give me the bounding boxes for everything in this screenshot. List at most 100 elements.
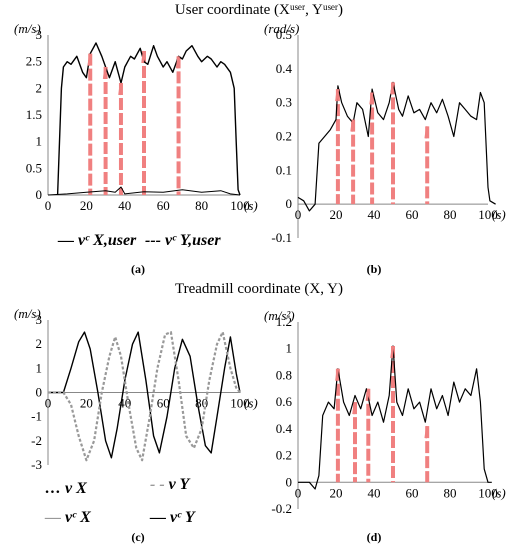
highlight-peak-a-2 xyxy=(118,82,123,96)
caption-c: (c) xyxy=(131,530,145,544)
series-line-c-1 xyxy=(48,331,241,462)
x-tick-label-a-0: 0 xyxy=(45,198,52,213)
y-tick-label-b-6: 0.5 xyxy=(276,27,292,42)
y-tick-label-a-0: 0 xyxy=(36,187,43,202)
y-tick-label-b-0: -0.1 xyxy=(271,230,292,245)
x-tick-label-c-3: 60 xyxy=(157,396,170,411)
legend-c-label-2: v Y xyxy=(168,476,190,493)
y-tick-label-a-1: 0.5 xyxy=(26,160,42,175)
x-tick-label-c-5: 100 xyxy=(230,396,250,411)
y-tick-label-c-5: 2 xyxy=(36,336,43,351)
figure-title-treadmill-coordinate: Treadmill coordinate (X, Y) xyxy=(174,281,344,297)
figure-title-user-coordinate: User coordinate (Xᵘˢᵉʳ, Yᵘˢᵉʳ) xyxy=(174,2,344,18)
legend-a-item-1: — vᶜ X,user xyxy=(58,232,136,250)
x-tick-label-d-1: 20 xyxy=(330,485,343,500)
highlight-peak-a-3 xyxy=(141,50,146,64)
legend-a-label-1: vᶜ X,user xyxy=(78,232,137,249)
highlight-peak-d-4 xyxy=(424,426,429,439)
y-unit-label-d: (m/s²) xyxy=(264,308,295,323)
x-tick-label-b-0: 0 xyxy=(295,207,302,222)
legend-a-marker-1: — xyxy=(58,232,74,249)
highlight-peak-d-3 xyxy=(390,345,395,359)
y-tick-label-b-5: 0.4 xyxy=(276,61,293,76)
y-tick-label-b-2: 0.1 xyxy=(276,162,292,177)
y-tick-label-c-3: 0 xyxy=(36,385,43,400)
x-unit-label-a: (s) xyxy=(244,198,258,213)
y-tick-label-d-1: 0 xyxy=(286,474,293,489)
y-tick-label-a-3: 1.5 xyxy=(26,107,42,122)
legend-c-item-2: - - v Y xyxy=(150,476,189,494)
x-unit-label-b: (s) xyxy=(492,207,506,222)
y-tick-label-d-3: 0.4 xyxy=(276,421,293,436)
x-tick-label-a-4: 80 xyxy=(195,198,208,213)
y-tick-label-c-4: 1 xyxy=(36,360,43,375)
y-tick-label-d-2: 0.2 xyxy=(276,448,292,463)
x-tick-label-a-3: 60 xyxy=(157,198,170,213)
x-tick-label-a-5: 100 xyxy=(230,198,250,213)
legend-c-marker-3: — xyxy=(45,509,61,526)
y-tick-label-b-4: 0.3 xyxy=(276,95,292,110)
x-tick-label-c-1: 20 xyxy=(80,396,93,411)
legend-c-item-4: — vᶜ Y xyxy=(150,509,195,527)
y-tick-label-c-1: -2 xyxy=(31,433,42,448)
y-tick-label-c-0: -3 xyxy=(31,457,42,472)
series-line-a-0 xyxy=(56,42,241,196)
y-tick-label-d-4: 0.6 xyxy=(276,394,293,409)
highlight-peak-a-4 xyxy=(175,56,180,69)
x-tick-label-b-5: 100 xyxy=(478,207,498,222)
highlight-peak-b-4 xyxy=(424,126,429,139)
series-line-d-0 xyxy=(298,345,492,490)
highlight-peak-a-0 xyxy=(87,53,92,66)
highlight-peak-b-3 xyxy=(390,82,395,95)
x-tick-label-d-2: 40 xyxy=(368,485,381,500)
y-tick-label-d-0: -0.2 xyxy=(271,501,292,516)
legend-c-label-4: vᶜ Y xyxy=(170,509,195,526)
x-tick-label-d-0: 0 xyxy=(295,485,302,500)
x-tick-label-b-2: 40 xyxy=(368,207,381,222)
y-tick-label-b-1: 0 xyxy=(286,196,293,211)
series-line-b-0 xyxy=(297,81,496,212)
caption-b: (b) xyxy=(366,262,382,276)
highlight-peak-d-2 xyxy=(365,388,370,401)
y-unit-label-a: (m/s) xyxy=(14,21,41,36)
y-tick-label-a-6: 3 xyxy=(36,27,43,42)
legend-a-label-2: vᶜ Y,user xyxy=(164,232,221,249)
x-tick-label-d-3: 60 xyxy=(406,485,419,500)
x-tick-label-d-5: 100 xyxy=(478,485,498,500)
y-unit-label-c: (m/s) xyxy=(14,306,41,321)
y-tick-label-b-3: 0.2 xyxy=(276,129,292,144)
highlight-peak-d-1 xyxy=(352,401,357,415)
legend-c-marker-2: - - xyxy=(150,476,165,493)
legend-c-label-3: vᶜ X xyxy=(65,509,91,526)
highlight-peak-d-0 xyxy=(335,368,340,381)
y-tick-label-a-5: 2.5 xyxy=(26,54,42,69)
y-tick-label-a-4: 2 xyxy=(36,80,43,95)
y-tick-label-c-6: 3 xyxy=(36,312,43,327)
y-unit-label-b: (rad/s) xyxy=(264,21,299,36)
caption-d: (d) xyxy=(366,530,382,544)
x-tick-label-a-1: 20 xyxy=(80,198,93,213)
x-tick-label-c-0: 0 xyxy=(45,396,52,411)
legend-c-item-1: … v X xyxy=(45,480,87,498)
highlight-peak-b-2 xyxy=(369,92,374,105)
x-tick-label-b-3: 60 xyxy=(406,207,419,222)
y-tick-label-c-2: -1 xyxy=(31,409,42,424)
legend-a-item-2: --- vᶜ Y,user xyxy=(145,232,221,250)
highlight-peak-b-1 xyxy=(350,119,355,132)
series-line-c-0 xyxy=(48,331,241,459)
y-tick-label-a-2: 1 xyxy=(36,134,43,149)
x-tick-label-d-4: 80 xyxy=(444,485,457,500)
x-unit-label-d: (s) xyxy=(492,485,506,500)
caption-a: (a) xyxy=(131,262,145,276)
legend-c-item-3: — vᶜ X xyxy=(45,509,91,527)
y-tick-label-d-6: 1 xyxy=(286,341,293,356)
x-tick-label-b-4: 80 xyxy=(444,207,457,222)
legend-a-marker-2: --- xyxy=(145,232,161,249)
highlight-peak-a-1 xyxy=(102,66,107,80)
x-tick-label-b-1: 20 xyxy=(330,207,343,222)
legend-c-marker-1: … xyxy=(45,480,61,497)
y-tick-label-d-7: 1.2 xyxy=(276,314,292,329)
x-unit-label-c: (s) xyxy=(244,396,258,411)
y-tick-label-d-5: 0.8 xyxy=(276,367,292,382)
